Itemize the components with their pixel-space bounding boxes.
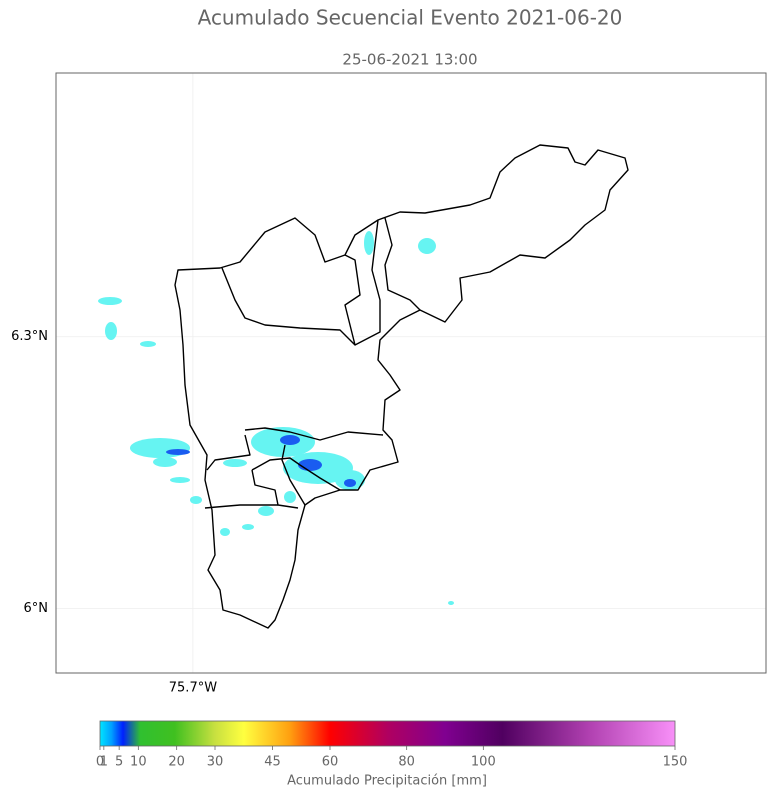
boundaries: [174, 144, 629, 629]
subtitle: 25-06-2021 13:00: [342, 51, 477, 69]
colorbar-tick-label: 60: [322, 755, 339, 770]
colorbar-label: Acumulado Precipitación [mm]: [287, 774, 487, 789]
colorbar-tick-label: 1: [100, 755, 108, 770]
colorbar-tick-label: 0: [96, 755, 104, 770]
colorbar-tick-label: 100: [471, 755, 496, 770]
title: Acumulado Secuencial Evento 2021-06-20: [198, 6, 623, 30]
colorbar-tick-label: 20: [168, 755, 185, 770]
lat-label: 6.3°N: [11, 329, 48, 344]
rain-field: [98, 231, 454, 605]
colorbar-tick-label: 150: [663, 755, 688, 770]
colorbar-tick-label: 10: [130, 755, 147, 770]
colorbar-tick-label: 30: [207, 755, 224, 770]
map-frame: [55, 72, 767, 674]
colorbar: [99, 720, 676, 747]
lat-label: 6°N: [24, 601, 49, 616]
colorbar-tick-label: 45: [264, 755, 281, 770]
colorbar-tick-label: 80: [398, 755, 415, 770]
lon-label: 75.7°W: [169, 681, 217, 696]
colorbar-tick-label: 5: [115, 755, 123, 770]
